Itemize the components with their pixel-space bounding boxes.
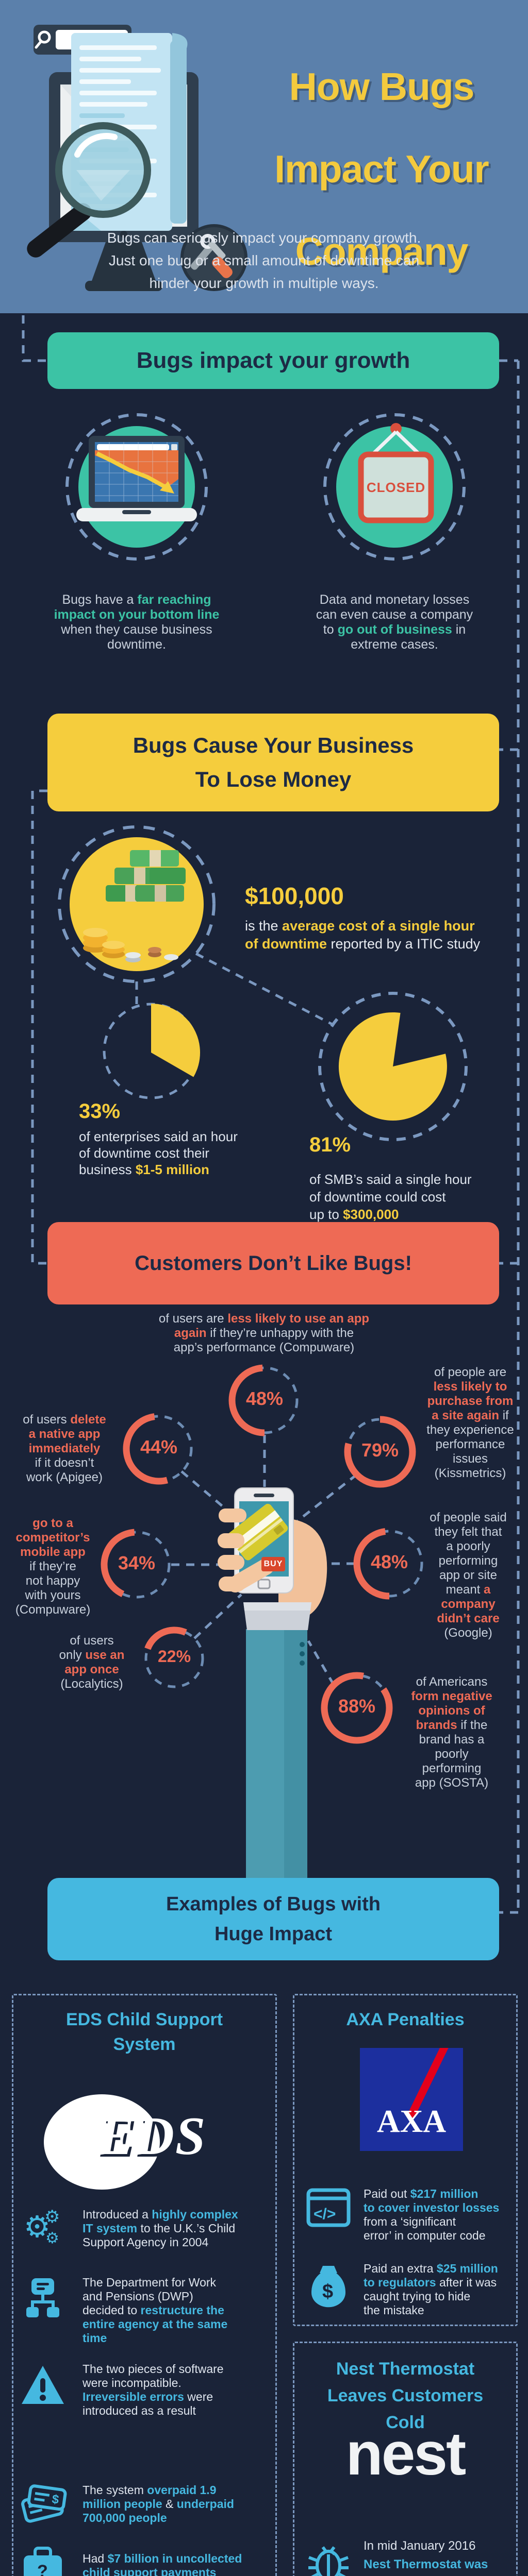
cash-stack-icon bbox=[83, 850, 186, 962]
page-title: How Bugs Impact Your Company bbox=[274, 65, 489, 273]
eds-title: EDS Child Support System bbox=[65, 2010, 223, 2054]
eds-logo: EDS bbox=[98, 2106, 207, 2166]
downtime-cost-amount: $100,000 bbox=[245, 883, 344, 909]
payments-icon: $ $ bbox=[18, 2483, 67, 2524]
header-banner: How Bugs Impact Your Company bbox=[0, 0, 528, 313]
svg-text:$: $ bbox=[51, 2492, 60, 2507]
section-title-customers: Customers Don’t Like Bugs! bbox=[47, 1222, 499, 1304]
growth-caption-left: Bugs have a far reaching impact on your b… bbox=[54, 592, 220, 652]
stat-34-text: go to a competitor’s mobile app if they’re n… bbox=[15, 1516, 91, 1617]
stat-79-text: of people are less likely to purchase from… bbox=[426, 1365, 514, 1480]
pie-81-caption: of SMB’s said a single hour of downtime c… bbox=[309, 1172, 472, 1222]
stat-79-value: 79% bbox=[361, 1439, 399, 1461]
declining-chart-laptop-icon bbox=[76, 436, 197, 521]
gears-icon: ⚙ ⚙ ⚙ bbox=[20, 2205, 66, 2247]
stat-48-top-value: 48% bbox=[245, 1388, 284, 1409]
downtime-cost-caption: is the average cost of a single hour of d… bbox=[245, 918, 481, 952]
eds-item-3-text: The two pieces of software were incompati… bbox=[82, 2362, 224, 2417]
eds-item-4-text: The system overpaid 1.9 million people & … bbox=[82, 2483, 234, 2524]
pie-33-label: 33% bbox=[79, 1100, 121, 1123]
axa-title: AXA Penalties bbox=[346, 2010, 465, 2029]
document-inspection-illustration bbox=[27, 25, 248, 291]
hand-phone-illustration bbox=[218, 1487, 327, 1878]
stat-48-bottom-text: of people said they felt that a poorly perf… bbox=[430, 1511, 507, 1640]
growth-caption-right: Data and monetary losses can even cause a… bbox=[316, 592, 473, 652]
section-title-money: Bugs Cause Your Business To Lose Money bbox=[47, 714, 499, 811]
eds-item-1-text: Introduced a highly complex IT system to … bbox=[82, 2208, 238, 2249]
stat-34-value: 34% bbox=[118, 1552, 156, 1573]
svg-text:⚙: ⚙ bbox=[45, 2229, 59, 2246]
stat-48-bottom-value: 48% bbox=[370, 1551, 408, 1572]
stat-48-top-text: of users are less likely to use an app ag… bbox=[158, 1312, 370, 1354]
tools-badge-icon bbox=[180, 224, 248, 291]
nest-title: Nest Thermostat Leaves Customers Cold bbox=[327, 2359, 484, 2432]
section-title-examples: Examples of Bugs with Huge Impact bbox=[47, 1878, 499, 1960]
svg-text:?: ? bbox=[37, 2562, 48, 2576]
stat-88-text: of Americans form negative opinions of bran… bbox=[411, 1675, 492, 1790]
axa-column bbox=[293, 1994, 518, 2326]
buy-button: BUY bbox=[261, 1557, 285, 1571]
pie-81-label: 81% bbox=[309, 1133, 351, 1156]
code-icon: </> bbox=[305, 2187, 352, 2228]
org-chart-icon bbox=[20, 2277, 66, 2318]
briefcase-icon: ? bbox=[20, 2546, 66, 2576]
nest-logo: nest bbox=[345, 2420, 467, 2488]
intro-text: Bugs can seriously impact your company g… bbox=[107, 230, 421, 291]
axa-logo-text: AXA bbox=[376, 2104, 447, 2139]
eds-column bbox=[12, 1994, 277, 2576]
stat-44-text: of users delete a native app immediately if… bbox=[23, 1413, 106, 1484]
axa-logo: AXA bbox=[360, 2048, 463, 2151]
stat-22-text: of users only use an app once (Localytics) bbox=[59, 1634, 125, 1691]
warning-icon bbox=[20, 2364, 66, 2405]
eds-item-2-text: The Department for Work and Pensions (DWP… bbox=[82, 2276, 228, 2345]
nest-column bbox=[293, 2342, 518, 2576]
stat-44-value: 44% bbox=[140, 1436, 178, 1458]
axa-item-2-text: Paid an extra $25 million to regulators a… bbox=[364, 2262, 498, 2317]
svg-text:</>: </> bbox=[314, 2206, 336, 2223]
money-bag-icon: $ bbox=[305, 2262, 352, 2308]
axa-item-1-text: Paid out $217 million to cover investor l… bbox=[364, 2187, 500, 2242]
svg-text:⚙: ⚙ bbox=[44, 2207, 60, 2227]
svg-text:$: $ bbox=[322, 2281, 333, 2302]
pie-33-caption: of enterprises said an hour of downtime c… bbox=[79, 1129, 238, 1177]
magnifier-icon bbox=[27, 122, 151, 258]
stat-88-value: 88% bbox=[338, 1696, 376, 1717]
eds-item-5-text: Had $7 billion in uncollected child suppo… bbox=[82, 2552, 242, 2576]
closed-sign-label: CLOSED bbox=[366, 480, 426, 495]
closed-sign-icon bbox=[358, 423, 434, 523]
pie-81-percent bbox=[338, 1012, 447, 1121]
eds-logo-oval bbox=[44, 2094, 160, 2190]
stat-donuts bbox=[101, 1364, 425, 1744]
section-title-growth: Bugs impact your growth bbox=[47, 332, 499, 389]
pie-33-percent bbox=[151, 1004, 201, 1077]
stat-22-value: 22% bbox=[157, 1647, 191, 1666]
svg-text:⚙: ⚙ bbox=[24, 2209, 51, 2244]
bug-icon bbox=[305, 2539, 352, 2576]
